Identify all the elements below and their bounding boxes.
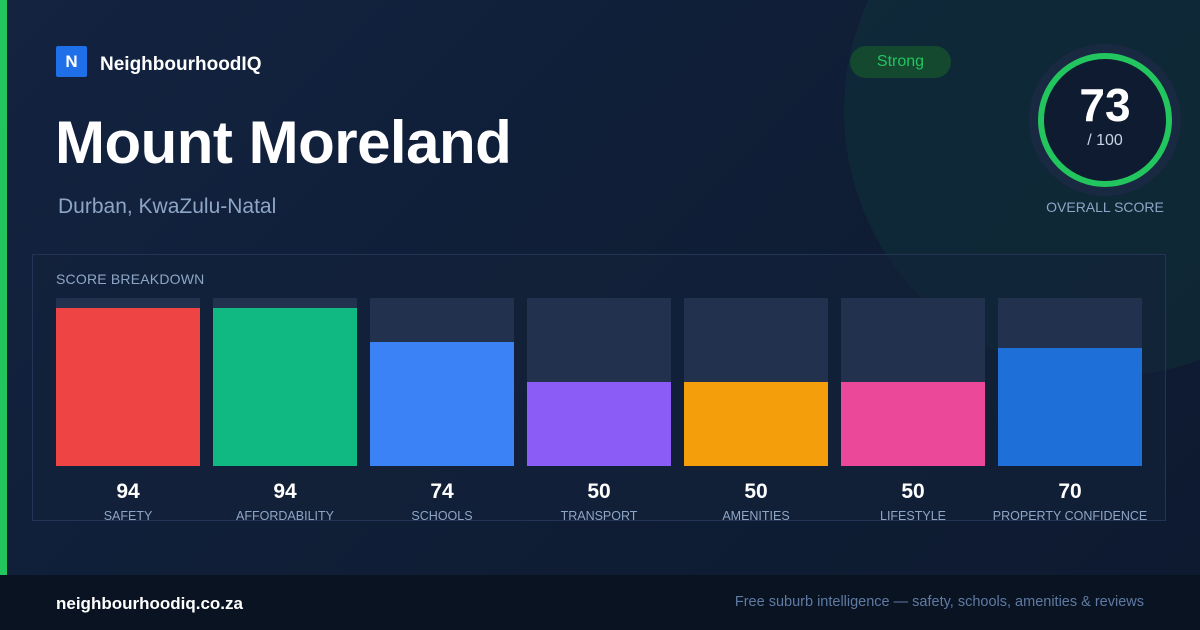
score-ring-progress xyxy=(1038,53,1172,187)
overall-score-max: / 100 xyxy=(1087,132,1123,149)
bar-value-schools: 74 xyxy=(430,480,454,503)
bar-track-property-confidence xyxy=(998,298,1142,466)
bar-label-schools: SCHOOLS xyxy=(411,509,473,523)
logo-icon: N xyxy=(56,46,87,77)
overall-score-value: 73 xyxy=(1079,79,1131,131)
bar-value-transport: 50 xyxy=(587,480,611,503)
footer-url-link[interactable]: neighbourhoodiq.co.za xyxy=(56,594,243,613)
logo-letter: N xyxy=(65,51,78,71)
bar-label-affordability: AFFORDABILITY xyxy=(236,509,334,523)
bar-track-lifestyle xyxy=(841,298,985,466)
bar-column-affordability: 94 AFFORDABILITY xyxy=(213,298,357,528)
suburb-title: Mount Moreland xyxy=(55,109,512,176)
bar-safety xyxy=(56,308,200,466)
rating-badge: Strong xyxy=(850,46,951,78)
bar-value-safety: 94 xyxy=(116,480,140,503)
bar-column-lifestyle: 50 LIFESTYLE xyxy=(841,298,985,528)
overall-score-ring: 73 / 100 xyxy=(1028,43,1182,197)
bar-column-safety: 94 SAFETY xyxy=(56,298,200,528)
bar-label-property-confidence: PROPERTY CONFIDENCE xyxy=(992,509,1148,523)
bar-label-safety: SAFETY xyxy=(103,509,153,523)
bar-track-transport xyxy=(527,298,671,466)
bar-label-lifestyle: LIFESTYLE xyxy=(880,509,946,523)
bar-value-property-confidence: 70 xyxy=(1058,480,1082,503)
bar-amenities xyxy=(684,382,828,466)
bar-schools xyxy=(370,342,514,466)
bar-label-transport: TRANSPORT xyxy=(560,509,638,523)
score-ring-graphic xyxy=(1029,44,1181,196)
bar-column-transport: 50 TRANSPORT xyxy=(527,298,671,528)
brand-name: NeighbourhoodIQ xyxy=(100,53,262,75)
bar-track-amenities xyxy=(684,298,828,466)
overall-score-caption: OVERALL SCORE xyxy=(1046,199,1164,215)
footer-tagline: Free suburb intelligence — safety, schoo… xyxy=(734,594,1144,610)
score-breakdown-title: SCORE BREAKDOWN xyxy=(56,271,205,287)
brand[interactable]: N NeighbourhoodIQ xyxy=(56,46,261,77)
bar-lifestyle xyxy=(841,382,985,466)
bar-column-amenities: 50 AMENITIES xyxy=(684,298,828,528)
bar-column-property-confidence: 70 PROPERTY CONFIDENCE xyxy=(993,298,1147,528)
bar-label-amenities: AMENITIES xyxy=(722,509,790,523)
bar-transport xyxy=(527,382,671,466)
score-breakdown-chart: 94 SAFETY 94 AFFORDABILITY 74 SCHOOLS 50 TRANSP… xyxy=(56,298,1147,528)
bar-value-lifestyle: 50 xyxy=(901,480,925,503)
bar-affordability xyxy=(213,308,357,466)
bar-value-affordability: 94 xyxy=(273,480,297,503)
footer: neighbourhoodiq.co.za Free suburb intell… xyxy=(0,575,1200,630)
accent-bar xyxy=(0,0,7,575)
bar-column-schools: 74 SCHOOLS xyxy=(370,298,514,528)
bar-track-schools xyxy=(370,298,514,466)
bar-track-safety xyxy=(56,298,200,466)
bar-value-amenities: 50 xyxy=(744,480,768,503)
bar-property-confidence xyxy=(998,348,1142,466)
bar-track-affordability xyxy=(213,298,357,466)
suburb-location: Durban, KwaZulu-Natal xyxy=(58,195,277,218)
